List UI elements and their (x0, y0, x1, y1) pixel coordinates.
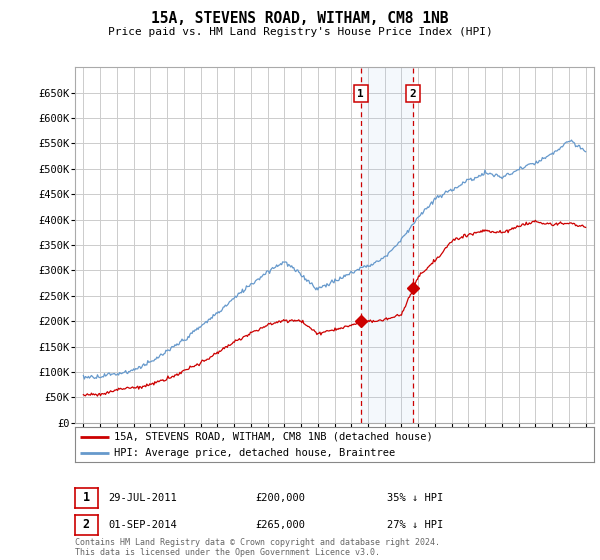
Text: 27% ↓ HPI: 27% ↓ HPI (387, 520, 443, 530)
Text: 2: 2 (409, 88, 416, 99)
Text: 2: 2 (83, 518, 90, 531)
Text: £265,000: £265,000 (255, 520, 305, 530)
Text: £200,000: £200,000 (255, 493, 305, 503)
Text: Contains HM Land Registry data © Crown copyright and database right 2024.
This d: Contains HM Land Registry data © Crown c… (75, 538, 440, 557)
Bar (361, 67, 413, 423)
Text: Price paid vs. HM Land Registry's House Price Index (HPI): Price paid vs. HM Land Registry's House … (107, 27, 493, 37)
Text: HPI: Average price, detached house, Braintree: HPI: Average price, detached house, Brai… (114, 447, 395, 458)
Text: 15A, STEVENS ROAD, WITHAM, CM8 1NB: 15A, STEVENS ROAD, WITHAM, CM8 1NB (151, 11, 449, 26)
Text: 1: 1 (358, 88, 364, 99)
Text: 35% ↓ HPI: 35% ↓ HPI (387, 493, 443, 503)
Text: 15A, STEVENS ROAD, WITHAM, CM8 1NB (detached house): 15A, STEVENS ROAD, WITHAM, CM8 1NB (deta… (114, 432, 433, 442)
Text: 1: 1 (83, 491, 90, 505)
Text: 01-SEP-2014: 01-SEP-2014 (108, 520, 177, 530)
Text: 29-JUL-2011: 29-JUL-2011 (108, 493, 177, 503)
